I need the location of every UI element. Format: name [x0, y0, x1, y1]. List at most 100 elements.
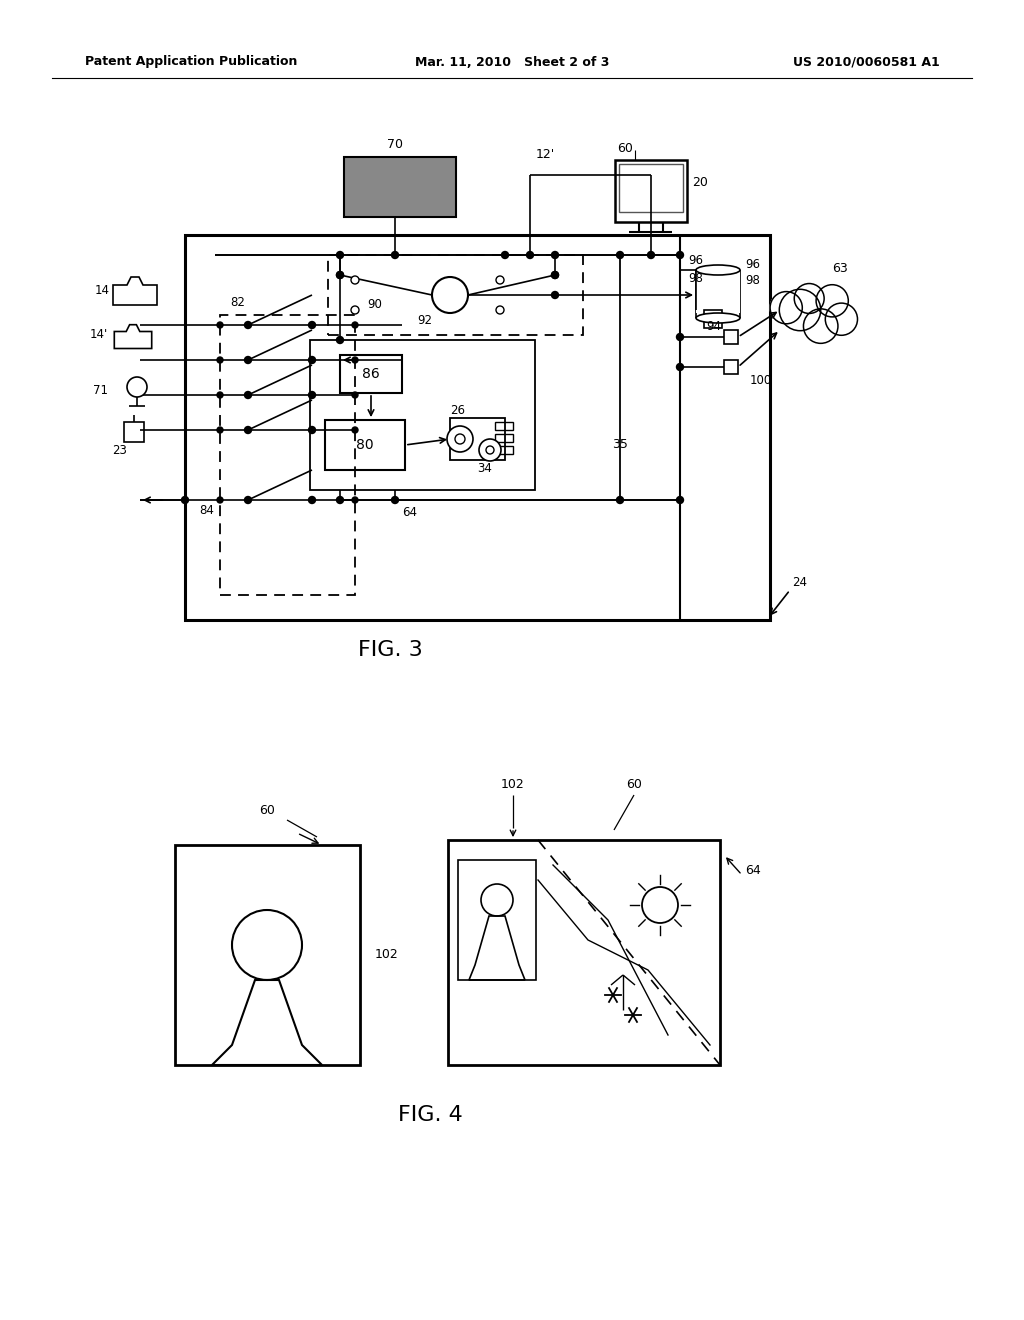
Circle shape — [391, 496, 398, 503]
Text: 64: 64 — [745, 863, 761, 876]
Text: Mar. 11, 2010   Sheet 2 of 3: Mar. 11, 2010 Sheet 2 of 3 — [415, 55, 609, 69]
Circle shape — [245, 356, 252, 363]
Circle shape — [552, 292, 558, 298]
Text: 60: 60 — [617, 141, 633, 154]
Bar — [495, 422, 513, 430]
Text: FIG. 4: FIG. 4 — [397, 1105, 463, 1125]
Text: FIG. 3: FIG. 3 — [357, 640, 422, 660]
Text: 12': 12' — [536, 149, 555, 161]
Text: 98: 98 — [688, 272, 702, 285]
Circle shape — [352, 392, 358, 399]
Circle shape — [496, 306, 504, 314]
Circle shape — [479, 440, 501, 461]
Ellipse shape — [696, 313, 740, 323]
Circle shape — [129, 289, 141, 301]
Circle shape — [308, 496, 315, 503]
Text: 96: 96 — [688, 253, 703, 267]
Text: 20: 20 — [692, 176, 708, 189]
Circle shape — [245, 496, 252, 503]
Text: 102: 102 — [375, 949, 398, 961]
Polygon shape — [113, 277, 157, 305]
Text: 60: 60 — [626, 779, 642, 792]
Bar — [724, 360, 738, 374]
Circle shape — [526, 252, 534, 259]
Circle shape — [337, 252, 343, 259]
Circle shape — [804, 309, 838, 343]
Bar — [175, 845, 360, 1065]
Text: 26: 26 — [451, 404, 466, 417]
Text: 34: 34 — [477, 462, 493, 474]
Circle shape — [181, 496, 188, 503]
Text: 14: 14 — [95, 284, 110, 297]
Text: 24: 24 — [793, 576, 808, 589]
Text: 86: 86 — [362, 367, 380, 381]
Circle shape — [816, 285, 848, 317]
Bar — [325, 420, 406, 470]
Ellipse shape — [696, 265, 740, 275]
Circle shape — [337, 337, 343, 343]
Text: 35: 35 — [612, 438, 628, 451]
Text: 90: 90 — [368, 298, 382, 312]
Circle shape — [486, 446, 494, 454]
Circle shape — [245, 322, 252, 329]
Circle shape — [677, 334, 683, 341]
Circle shape — [308, 392, 315, 399]
Text: 92: 92 — [418, 314, 432, 326]
Bar — [705, 310, 722, 327]
Text: US 2010/0060581 A1: US 2010/0060581 A1 — [794, 55, 940, 69]
Text: 63: 63 — [833, 261, 848, 275]
Circle shape — [496, 276, 504, 284]
Circle shape — [128, 335, 138, 345]
Circle shape — [352, 356, 358, 363]
Bar — [310, 341, 535, 490]
Bar — [495, 446, 513, 454]
Circle shape — [677, 496, 683, 503]
Text: 96: 96 — [745, 259, 760, 272]
Text: 14': 14' — [90, 329, 108, 342]
Circle shape — [616, 252, 624, 259]
FancyBboxPatch shape — [696, 265, 740, 313]
Text: 98: 98 — [745, 273, 760, 286]
Circle shape — [217, 356, 223, 363]
Text: 23: 23 — [113, 444, 127, 457]
Text: 100: 100 — [750, 374, 772, 387]
Circle shape — [552, 272, 558, 279]
Circle shape — [217, 498, 223, 503]
Bar — [328, 255, 583, 335]
Circle shape — [245, 426, 252, 433]
Circle shape — [352, 322, 358, 327]
Bar — [458, 861, 536, 979]
Bar — [618, 164, 683, 213]
Bar — [185, 235, 770, 620]
Circle shape — [217, 426, 223, 433]
Circle shape — [432, 277, 468, 313]
Circle shape — [770, 292, 802, 323]
Bar — [724, 330, 738, 345]
Circle shape — [552, 272, 558, 279]
Bar — [124, 422, 144, 442]
Text: 64: 64 — [402, 506, 418, 519]
Text: 70: 70 — [387, 139, 403, 152]
Circle shape — [352, 498, 358, 503]
Text: 60: 60 — [259, 804, 274, 817]
Circle shape — [779, 289, 820, 331]
Circle shape — [502, 252, 509, 259]
Circle shape — [825, 304, 857, 335]
Polygon shape — [115, 325, 152, 348]
Bar — [495, 434, 513, 442]
Text: 102: 102 — [501, 779, 525, 792]
Circle shape — [677, 252, 683, 259]
Circle shape — [308, 426, 315, 433]
Circle shape — [447, 426, 473, 451]
Circle shape — [308, 356, 315, 363]
Text: 71: 71 — [93, 384, 108, 396]
Circle shape — [552, 252, 558, 259]
Circle shape — [351, 276, 359, 284]
Circle shape — [455, 434, 465, 444]
Circle shape — [677, 363, 683, 371]
Circle shape — [245, 392, 252, 399]
Bar — [615, 160, 687, 222]
Circle shape — [127, 378, 147, 397]
Circle shape — [337, 272, 343, 279]
Circle shape — [337, 496, 343, 503]
